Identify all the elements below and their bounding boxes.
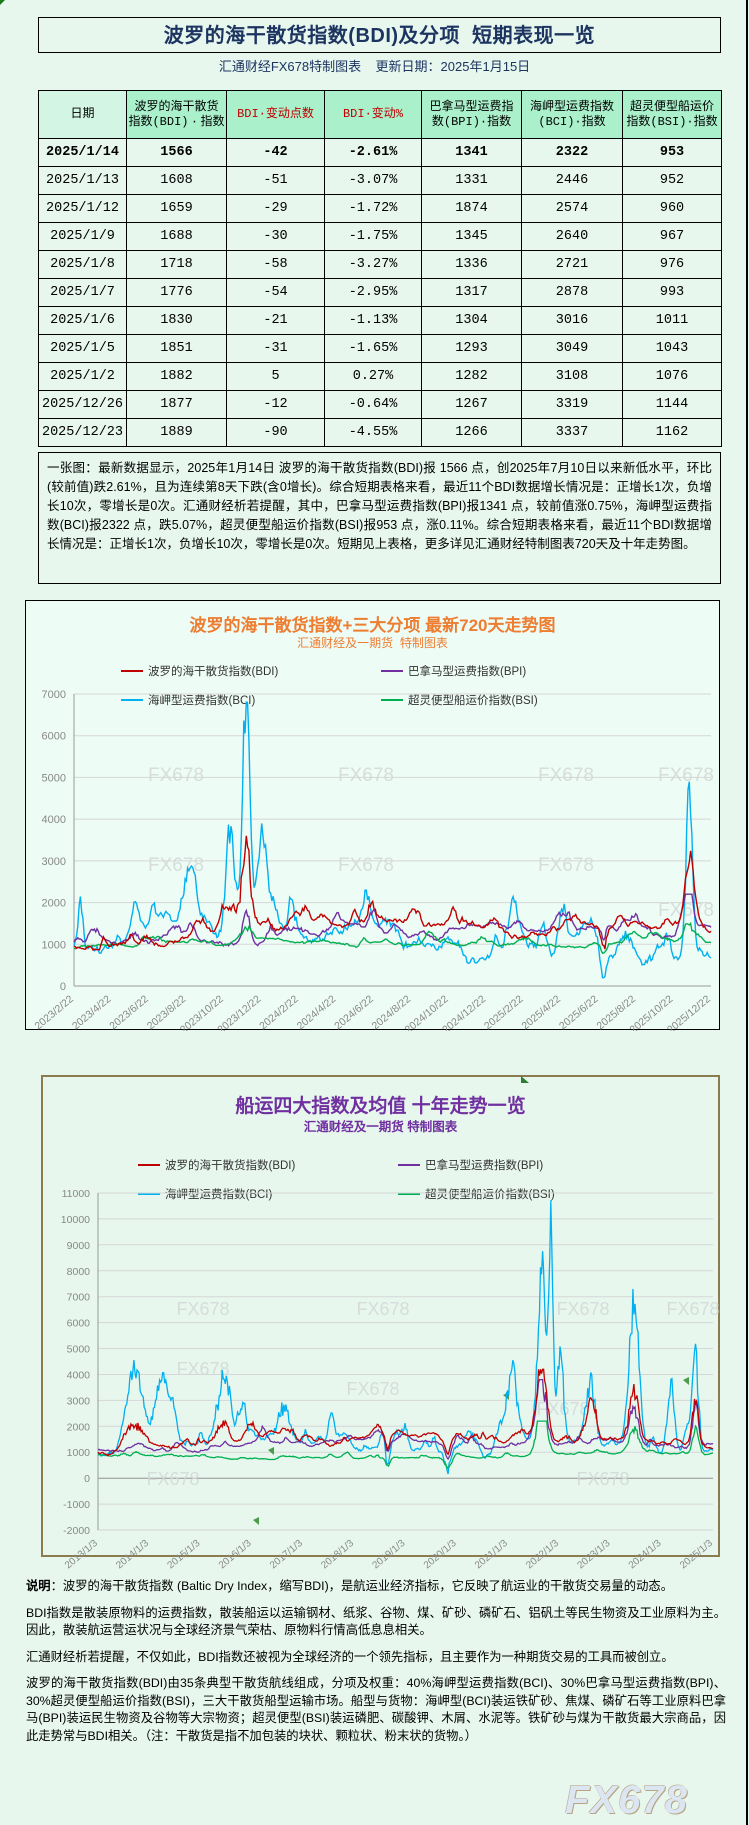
svg-text:FX678: FX678	[146, 1469, 199, 1489]
svg-text:2024/4/22: 2024/4/22	[295, 993, 339, 1031]
svg-text:7000: 7000	[67, 1292, 91, 1304]
svg-text:4000: 4000	[42, 814, 66, 826]
svg-text:FX678: FX678	[338, 855, 394, 876]
svg-text:1000: 1000	[42, 939, 66, 951]
svg-text:11000: 11000	[62, 1188, 91, 1200]
svg-text:FX678: FX678	[538, 765, 594, 786]
svg-text:2013/1/3: 2013/1/3	[63, 1538, 100, 1572]
svg-text:2000: 2000	[42, 898, 66, 910]
svg-text:FX678: FX678	[346, 1379, 399, 1399]
svg-text:FX678: FX678	[148, 855, 204, 876]
svg-text:FX678: FX678	[356, 1299, 409, 1319]
svg-text:7000: 7000	[42, 689, 66, 701]
svg-text:FX678: FX678	[658, 765, 714, 786]
svg-text:FX678: FX678	[666, 1299, 719, 1319]
svg-text:6000: 6000	[67, 1318, 91, 1330]
svg-text:5000: 5000	[42, 772, 66, 784]
svg-text:2023/6/22: 2023/6/22	[107, 993, 151, 1031]
svg-text:2025/2/22: 2025/2/22	[482, 993, 526, 1031]
svg-text:2023/1/3: 2023/1/3	[576, 1538, 613, 1572]
svg-text:2021/1/3: 2021/1/3	[473, 1538, 510, 1572]
svg-text:FX678: FX678	[176, 1299, 229, 1319]
svg-text:2023/2/22: 2023/2/22	[32, 993, 76, 1031]
svg-text:2024/1/3: 2024/1/3	[627, 1538, 664, 1572]
svg-text:8000: 8000	[67, 1266, 91, 1278]
svg-text:FX678: FX678	[556, 1299, 609, 1319]
svg-text:FX678: FX678	[338, 765, 394, 786]
svg-text:2023/4/22: 2023/4/22	[70, 993, 114, 1031]
svg-text:9000: 9000	[67, 1240, 91, 1252]
svg-text:2024/2/22: 2024/2/22	[257, 993, 301, 1031]
svg-text:2019/1/3: 2019/1/3	[371, 1538, 408, 1572]
svg-text:2000: 2000	[67, 1421, 91, 1433]
svg-text:0: 0	[60, 981, 66, 993]
svg-text:2014/1/3: 2014/1/3	[114, 1538, 151, 1572]
svg-text:2015/1/3: 2015/1/3	[166, 1538, 203, 1572]
svg-text:1000: 1000	[67, 1447, 91, 1459]
svg-text:FX678: FX678	[538, 855, 594, 876]
svg-text:2017/1/3: 2017/1/3	[268, 1538, 305, 1572]
svg-text:2025/6/22: 2025/6/22	[557, 993, 601, 1031]
svg-text:0: 0	[84, 1473, 90, 1485]
svg-text:4000: 4000	[67, 1370, 91, 1382]
svg-text:2024/6/22: 2024/6/22	[332, 993, 376, 1031]
svg-text:-1000: -1000	[63, 1499, 90, 1511]
svg-text:10000: 10000	[61, 1214, 90, 1226]
svg-text:FX678: FX678	[658, 900, 714, 921]
svg-text:-2000: -2000	[63, 1525, 90, 1537]
svg-text:3000: 3000	[42, 856, 66, 868]
svg-text:5000: 5000	[67, 1344, 91, 1356]
svg-text:2022/1/3: 2022/1/3	[524, 1538, 561, 1572]
svg-text:FX678: FX678	[536, 1399, 589, 1419]
svg-text:2020/1/3: 2020/1/3	[422, 1538, 459, 1572]
svg-text:6000: 6000	[42, 731, 66, 743]
svg-text:2025/4/22: 2025/4/22	[520, 993, 564, 1031]
svg-text:2016/1/3: 2016/1/3	[217, 1538, 254, 1572]
svg-text:FX678: FX678	[148, 765, 204, 786]
svg-text:2018/1/3: 2018/1/3	[319, 1538, 356, 1572]
svg-text:FX678: FX678	[576, 1469, 629, 1489]
svg-text:2025/1/3: 2025/1/3	[678, 1538, 715, 1572]
svg-text:3000: 3000	[67, 1395, 91, 1407]
